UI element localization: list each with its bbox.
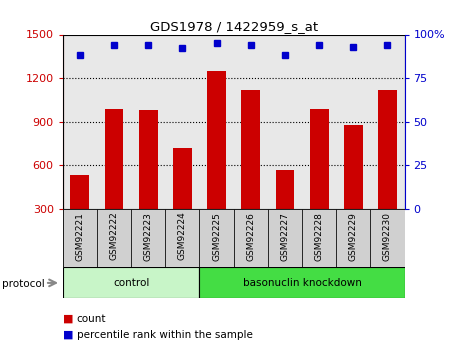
Bar bbox=[344, 125, 363, 209]
Text: GSM92225: GSM92225 bbox=[212, 211, 221, 260]
Text: protocol: protocol bbox=[2, 279, 45, 288]
Bar bbox=[241, 90, 260, 209]
Text: ■: ■ bbox=[63, 330, 73, 339]
Title: GDS1978 / 1422959_s_at: GDS1978 / 1422959_s_at bbox=[150, 20, 318, 33]
Bar bbox=[165, 209, 199, 267]
Bar bbox=[370, 209, 405, 267]
Bar bbox=[63, 34, 405, 209]
Text: percentile rank within the sample: percentile rank within the sample bbox=[77, 330, 252, 339]
Text: control: control bbox=[113, 278, 149, 288]
Text: GSM92226: GSM92226 bbox=[246, 211, 255, 260]
Bar bbox=[336, 209, 370, 267]
Text: ■: ■ bbox=[63, 314, 73, 324]
Bar bbox=[105, 109, 123, 209]
Bar bbox=[199, 267, 405, 298]
Text: GSM92227: GSM92227 bbox=[280, 211, 289, 260]
Text: GSM92224: GSM92224 bbox=[178, 211, 187, 260]
Bar bbox=[139, 110, 158, 209]
Bar bbox=[199, 209, 233, 267]
Text: GSM92230: GSM92230 bbox=[383, 211, 392, 261]
Text: GSM92221: GSM92221 bbox=[75, 211, 84, 260]
Bar bbox=[71, 175, 89, 209]
Bar bbox=[233, 209, 268, 267]
Bar bbox=[378, 90, 397, 209]
Bar bbox=[173, 148, 192, 209]
Bar bbox=[131, 209, 165, 267]
Bar bbox=[207, 71, 226, 209]
Bar bbox=[268, 209, 302, 267]
Bar bbox=[63, 267, 199, 298]
Text: GSM92222: GSM92222 bbox=[110, 211, 119, 260]
Bar bbox=[302, 209, 336, 267]
Bar bbox=[97, 209, 131, 267]
Text: count: count bbox=[77, 314, 106, 324]
Text: GSM92228: GSM92228 bbox=[315, 211, 324, 260]
Text: basonuclin knockdown: basonuclin knockdown bbox=[243, 278, 361, 288]
Bar bbox=[310, 109, 328, 209]
Bar bbox=[276, 169, 294, 209]
Text: GSM92229: GSM92229 bbox=[349, 211, 358, 260]
Bar bbox=[63, 209, 97, 267]
Text: GSM92223: GSM92223 bbox=[144, 211, 153, 260]
